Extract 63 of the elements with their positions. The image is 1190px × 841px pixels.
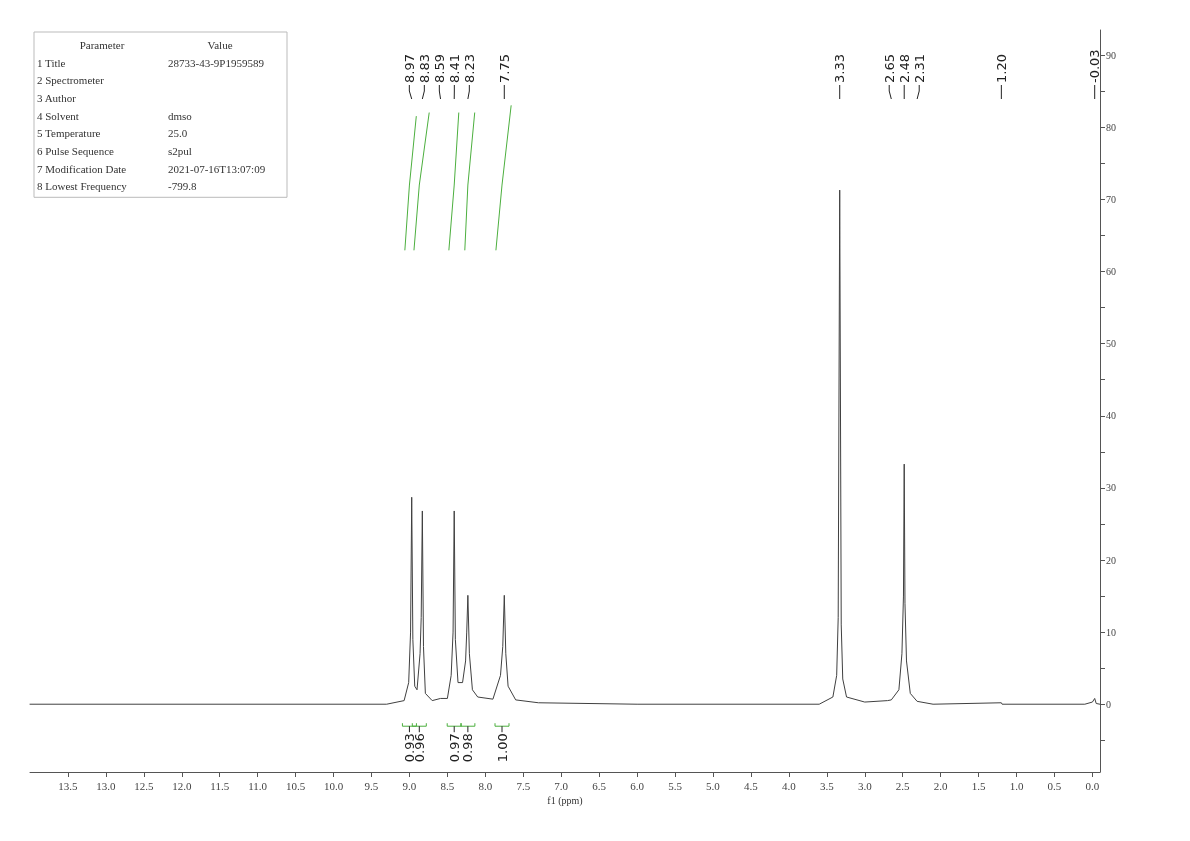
x-tick-label: 6.0 <box>630 779 645 792</box>
x-tick-label: 5.5 <box>668 779 683 792</box>
x-tick-label: 8.5 <box>440 779 455 792</box>
annotation: 2 Spectrometer <box>37 74 105 87</box>
annotation: 7.75 <box>496 54 512 83</box>
x-tick-label: 3.5 <box>819 779 835 792</box>
annotation: 1.00 <box>494 733 510 763</box>
annotation: 8.23 <box>461 54 477 83</box>
annotation: 0.98 <box>460 733 476 763</box>
x-tick-label: 9.5 <box>364 779 379 792</box>
text: 7 Modification Date 2021-07-16T13:07:09 <box>37 162 266 175</box>
annotation: 2.48 <box>896 54 912 83</box>
y-tick-label: 30 <box>1106 482 1116 494</box>
text: 5 Temperature 25.0 <box>37 127 188 140</box>
x-tick-label: 11.0 <box>248 779 268 792</box>
y-tick-label: 40 <box>1106 410 1116 422</box>
x-axis-title: f1 (ppm) <box>547 795 583 808</box>
y-tick-label: 20 <box>1106 554 1116 566</box>
text: 6 Pulse Sequence s2pul <box>37 145 192 158</box>
x-tick-label: 6.5 <box>592 779 607 792</box>
x-tick-label: 0.5 <box>1047 779 1062 792</box>
x-tick-label: 3.0 <box>857 779 873 792</box>
x-tick-label: 10.0 <box>323 779 344 792</box>
x-tick-label: 11.5 <box>210 779 230 792</box>
annotation: 8.41 <box>446 54 462 83</box>
x-tick-label: 10.5 <box>285 779 306 792</box>
x-tick-label: 0.0 <box>1085 779 1100 792</box>
text: 1 Title 28733-43-9P1959589 <box>37 56 264 69</box>
text: Parameter Value <box>79 38 233 51</box>
x-tick-label: 7.0 <box>554 779 569 792</box>
y-tick-label: 70 <box>1106 193 1116 205</box>
x-tick-label: 13.0 <box>96 779 117 792</box>
annotation: 8.97 <box>401 54 417 83</box>
y-tick-label: 90 <box>1106 49 1116 61</box>
y-tick-label: 50 <box>1106 338 1116 350</box>
annotation: 8.83 <box>416 54 432 83</box>
annotation: 0.97 <box>446 733 462 763</box>
y-tick-label: 0 <box>1106 698 1111 710</box>
annotation: 3.33 <box>832 54 848 83</box>
text: 4 Solvent dmso <box>37 109 192 122</box>
x-tick-label: 4.5 <box>744 779 759 792</box>
y-tick-label: 60 <box>1106 266 1116 278</box>
annotation: 3 Author <box>37 91 77 104</box>
x-tick-label: 2.0 <box>933 779 949 792</box>
text: 8 Lowest Frequency -799.8 <box>37 180 197 193</box>
x-tick-label: 13.5 <box>58 779 79 792</box>
annotation: 2.65 <box>881 54 897 83</box>
y-tick-label: 10 <box>1106 626 1116 638</box>
x-tick-label: 2.5 <box>895 779 911 792</box>
annotation: -0.03 <box>1087 49 1103 83</box>
x-tick-label: 1.0 <box>1009 779 1024 792</box>
annotation: 8.59 <box>431 54 447 83</box>
x-tick-label: 7.5 <box>516 779 531 792</box>
annotation: 2.31 <box>911 54 927 83</box>
annotation: 1.20 <box>993 54 1009 83</box>
x-tick-label: 9.0 <box>402 779 417 792</box>
x-tick-label: 12.5 <box>134 779 154 792</box>
x-tick-label: 8.0 <box>478 779 493 792</box>
x-tick-label: 1.5 <box>971 779 986 792</box>
y-tick-label: 80 <box>1106 121 1116 133</box>
x-tick-label: 5.0 <box>706 779 721 792</box>
x-tick-label: 4.0 <box>781 779 797 792</box>
x-tick-label: 12.0 <box>172 779 192 792</box>
